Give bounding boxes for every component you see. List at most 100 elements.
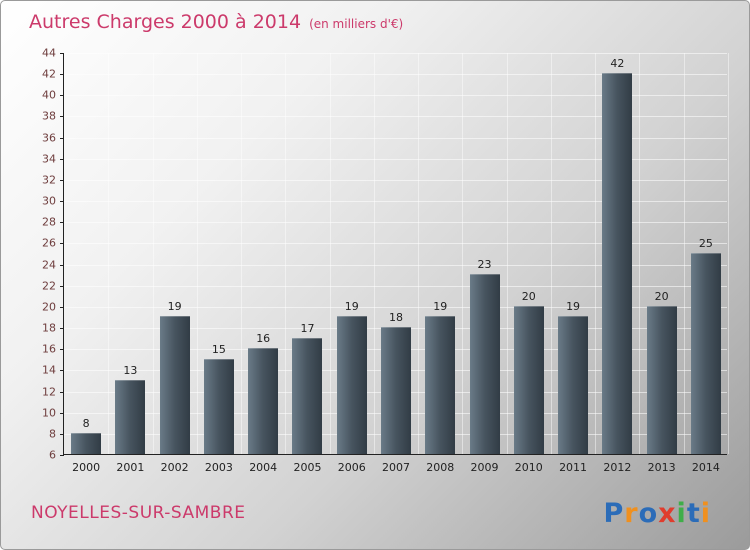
bar-2004 bbox=[248, 348, 279, 454]
x-tick-label: 2010 bbox=[514, 461, 543, 474]
y-tick-label: 22 bbox=[42, 279, 56, 293]
gridline-horizontal bbox=[64, 137, 727, 139]
bar-2006 bbox=[336, 316, 367, 454]
gridline-horizontal bbox=[64, 243, 727, 245]
gridline-vertical bbox=[728, 53, 729, 454]
logo-proxiti: Proxiti bbox=[603, 498, 711, 529]
y-axis-tick bbox=[60, 53, 64, 54]
bar-value-label: 23 bbox=[477, 258, 492, 272]
bar-value-label: 19 bbox=[566, 300, 581, 314]
x-tick-label: 2014 bbox=[691, 461, 720, 474]
bar-value-label: 17 bbox=[300, 321, 315, 335]
gridline-vertical bbox=[285, 53, 287, 454]
plot-area: 6 8 10 12 14 16 18 20 22 24 26 28 30 32 34 36 38 40 42 44 8 2… bbox=[42, 47, 729, 474]
gridline-horizontal bbox=[64, 53, 727, 54]
bar-value-label: 42 bbox=[610, 57, 625, 71]
logo-letter: t bbox=[686, 498, 701, 529]
x-tick-label: 2000 bbox=[72, 461, 101, 474]
y-tick-label: 38 bbox=[42, 109, 56, 123]
gridline-vertical bbox=[329, 53, 331, 454]
y-axis-tick bbox=[60, 74, 64, 76]
y-axis-tick bbox=[60, 455, 64, 456]
bar-2008 bbox=[425, 316, 456, 454]
x-tick-label: 2007 bbox=[382, 461, 410, 474]
bar-value-label: 19 bbox=[433, 300, 448, 314]
gridline-vertical bbox=[595, 53, 597, 454]
x-tick-label: 2001 bbox=[116, 461, 145, 474]
x-tick-label: 2012 bbox=[603, 461, 632, 474]
gridline-vertical bbox=[373, 53, 375, 454]
bar-value-label: 8 bbox=[82, 416, 90, 430]
y-tick-label: 28 bbox=[42, 215, 56, 229]
y-axis-tick bbox=[60, 349, 64, 351]
gridline-horizontal bbox=[64, 179, 727, 181]
y-axis-tick bbox=[60, 158, 64, 160]
logo-letter: i bbox=[676, 498, 687, 529]
y-tick-label: 16 bbox=[42, 342, 56, 356]
gridline-horizontal bbox=[64, 158, 727, 160]
logo-letter: o bbox=[638, 498, 659, 529]
bar-2005 bbox=[292, 337, 323, 454]
gridline-vertical bbox=[108, 53, 110, 454]
x-tick-label: 2002 bbox=[160, 461, 189, 474]
logo-letter: i bbox=[700, 498, 711, 529]
x-tick-label: 2004 bbox=[249, 461, 278, 474]
x-tick-label: 2013 bbox=[647, 461, 676, 474]
y-tick-label: 34 bbox=[42, 152, 56, 166]
y-axis-tick bbox=[60, 433, 64, 435]
bar-value-label: 18 bbox=[389, 311, 403, 325]
y-axis-tick bbox=[60, 285, 64, 287]
bar-2012 bbox=[602, 73, 633, 454]
y-tick-label: 30 bbox=[42, 194, 56, 208]
y-axis-tick bbox=[60, 412, 64, 414]
bar-2002 bbox=[159, 316, 190, 454]
gridline-horizontal bbox=[64, 95, 727, 97]
x-tick-label: 2008 bbox=[426, 461, 455, 474]
chart-title-text: Autres Charges 2000 à 2014 bbox=[29, 11, 302, 33]
y-axis-tick bbox=[60, 137, 64, 139]
y-axis-tick bbox=[60, 328, 64, 330]
gridline-horizontal bbox=[64, 116, 727, 118]
y-axis-tick bbox=[60, 201, 64, 203]
y-tick-label: 14 bbox=[42, 363, 56, 377]
gridline-vertical bbox=[550, 53, 552, 454]
x-tick-label: 2006 bbox=[337, 461, 366, 474]
gridline-vertical bbox=[196, 53, 198, 454]
gridline-horizontal bbox=[64, 264, 727, 266]
y-tick-label: 40 bbox=[42, 88, 56, 102]
gridline-vertical bbox=[418, 53, 420, 454]
bar-2007 bbox=[381, 327, 411, 454]
bar-value-label: 13 bbox=[123, 363, 138, 377]
y-axis-tick bbox=[60, 95, 64, 97]
y-tick-label: 20 bbox=[42, 300, 56, 314]
y-axis-tick bbox=[60, 391, 64, 393]
logo-letter: P bbox=[603, 498, 625, 529]
gridline-horizontal bbox=[64, 306, 727, 308]
gridline-vertical bbox=[241, 53, 243, 454]
y-tick-label: 26 bbox=[42, 236, 56, 250]
y-tick-label: 6 bbox=[49, 448, 56, 462]
logo-letter: r bbox=[624, 498, 639, 529]
x-tick-label: 2005 bbox=[293, 461, 322, 474]
bar-value-label: 16 bbox=[256, 332, 271, 346]
chart-title: Autres Charges 2000 à 2014 (en milliers d… bbox=[29, 11, 403, 33]
bar-2010 bbox=[513, 305, 544, 454]
gridline-vertical bbox=[639, 53, 641, 454]
chart-subtitle: (en milliers d'€) bbox=[309, 17, 404, 31]
gridline-horizontal bbox=[64, 74, 727, 76]
y-axis-tick bbox=[60, 243, 64, 245]
y-axis-tick bbox=[60, 306, 64, 308]
bar-2014 bbox=[690, 253, 721, 454]
bar-2013 bbox=[646, 305, 677, 454]
bar-value-label: 19 bbox=[344, 300, 359, 314]
gridline-vertical bbox=[462, 53, 464, 454]
x-tick-label: 2009 bbox=[470, 461, 499, 474]
y-tick-label: 42 bbox=[42, 67, 56, 81]
y-tick-label: 24 bbox=[42, 258, 56, 272]
bar-value-label: 20 bbox=[521, 289, 536, 303]
y-tick-label: 8 bbox=[49, 427, 56, 441]
y-axis-tick bbox=[60, 370, 64, 372]
y-axis-tick bbox=[60, 179, 64, 181]
gridline-vertical bbox=[152, 53, 154, 454]
